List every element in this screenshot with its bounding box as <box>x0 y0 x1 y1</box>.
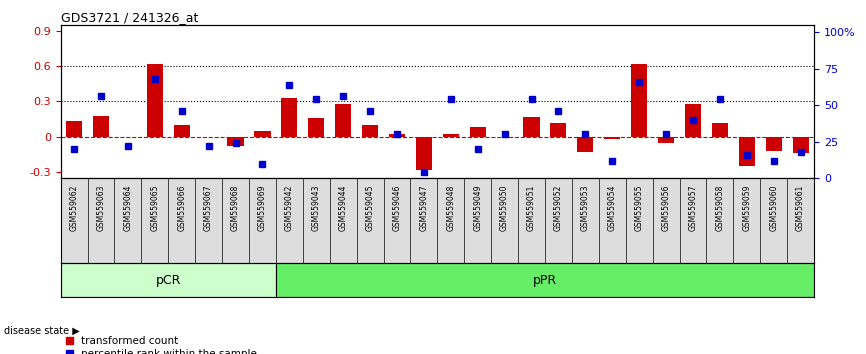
Text: GSM559062: GSM559062 <box>69 185 79 231</box>
Bar <box>604 137 620 139</box>
Text: GSM559051: GSM559051 <box>527 185 536 231</box>
Text: GSM559060: GSM559060 <box>769 185 779 232</box>
Text: pPR: pPR <box>533 274 557 287</box>
Text: disease state ▶: disease state ▶ <box>4 326 80 336</box>
Bar <box>335 104 352 137</box>
Bar <box>578 137 593 152</box>
Bar <box>739 137 755 166</box>
Text: GSM559069: GSM559069 <box>258 185 267 232</box>
Text: GSM559050: GSM559050 <box>500 185 509 232</box>
Text: GSM559059: GSM559059 <box>742 185 752 232</box>
Text: GSM559054: GSM559054 <box>608 185 617 232</box>
Bar <box>66 121 82 137</box>
Bar <box>389 135 405 137</box>
Text: GSM559068: GSM559068 <box>231 185 240 231</box>
Text: pCR: pCR <box>156 274 181 287</box>
Bar <box>255 131 270 137</box>
Bar <box>276 263 814 297</box>
Bar <box>551 123 566 137</box>
Bar <box>766 137 782 151</box>
Bar <box>631 64 647 137</box>
Text: GSM559047: GSM559047 <box>419 185 429 232</box>
Bar <box>658 137 674 143</box>
Bar <box>685 104 701 137</box>
Legend: transformed count, percentile rank within the sample: transformed count, percentile rank withi… <box>66 336 257 354</box>
Text: GSM559045: GSM559045 <box>365 185 375 232</box>
Text: GSM559067: GSM559067 <box>204 185 213 232</box>
Bar <box>228 137 243 146</box>
Text: GSM559066: GSM559066 <box>178 185 186 232</box>
Bar <box>61 263 276 297</box>
Text: GSM559052: GSM559052 <box>554 185 563 231</box>
Bar <box>469 127 486 137</box>
Text: GSM559046: GSM559046 <box>392 185 402 232</box>
Text: GSM559042: GSM559042 <box>285 185 294 231</box>
Text: GSM559065: GSM559065 <box>151 185 159 232</box>
Bar <box>416 137 432 170</box>
Bar <box>792 137 809 153</box>
Bar <box>93 116 109 137</box>
Text: GSM559048: GSM559048 <box>446 185 456 231</box>
Bar <box>308 118 324 137</box>
Bar <box>443 135 459 137</box>
Bar <box>362 125 378 137</box>
Text: GSM559053: GSM559053 <box>581 185 590 232</box>
Bar <box>173 125 190 137</box>
Bar <box>146 64 163 137</box>
Text: GSM559043: GSM559043 <box>312 185 320 232</box>
Text: GDS3721 / 241326_at: GDS3721 / 241326_at <box>61 11 198 24</box>
Text: GSM559056: GSM559056 <box>662 185 670 232</box>
Text: GSM559061: GSM559061 <box>796 185 805 231</box>
Text: GSM559058: GSM559058 <box>715 185 724 231</box>
Text: GSM559044: GSM559044 <box>339 185 347 232</box>
Bar <box>281 98 297 137</box>
Text: GSM559055: GSM559055 <box>635 185 643 232</box>
Bar <box>712 123 728 137</box>
Text: GSM559064: GSM559064 <box>123 185 132 232</box>
Text: GSM559063: GSM559063 <box>96 185 106 232</box>
Text: GSM559049: GSM559049 <box>473 185 482 232</box>
Bar <box>523 117 540 137</box>
Text: GSM559057: GSM559057 <box>688 185 697 232</box>
